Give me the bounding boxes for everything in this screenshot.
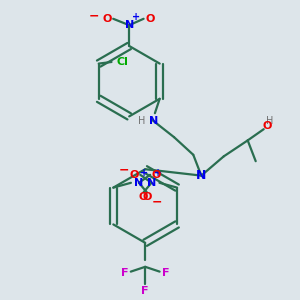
Text: F: F: [141, 286, 149, 296]
Text: H: H: [138, 116, 146, 126]
Text: F: F: [162, 268, 170, 278]
Text: −: −: [89, 9, 99, 22]
Text: H: H: [266, 116, 274, 126]
Text: N: N: [147, 178, 156, 188]
Text: O: O: [139, 192, 148, 202]
Text: −: −: [119, 164, 130, 176]
Text: O: O: [152, 170, 161, 180]
Text: N: N: [124, 20, 134, 30]
Text: F: F: [121, 268, 128, 278]
Text: Cl: Cl: [116, 57, 128, 67]
Text: −: −: [151, 196, 162, 208]
Text: O: O: [142, 192, 152, 202]
Text: O: O: [145, 14, 155, 24]
Text: N: N: [149, 116, 158, 126]
Text: O: O: [262, 121, 272, 131]
Text: O: O: [129, 170, 139, 180]
Text: +: +: [131, 12, 140, 22]
Text: +: +: [140, 168, 148, 178]
Text: +: +: [154, 168, 162, 178]
Text: N: N: [134, 178, 144, 188]
Text: O: O: [102, 14, 112, 24]
Text: N: N: [196, 169, 206, 182]
